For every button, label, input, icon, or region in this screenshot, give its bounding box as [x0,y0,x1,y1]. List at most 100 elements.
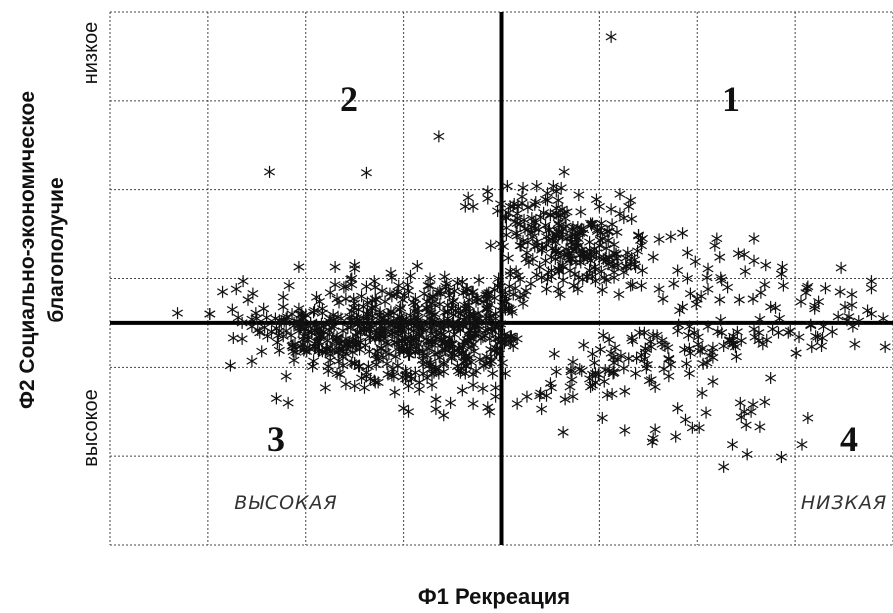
data-point [509,282,521,295]
data-point [309,304,321,317]
data-point [679,343,691,356]
data-point [280,370,292,383]
data-point [674,304,686,317]
data-point [647,251,659,264]
data-point [242,293,254,306]
data-point [722,281,734,294]
data-point [261,311,273,324]
quadrant-label-3: 3 [267,419,285,459]
data-point [680,357,692,370]
data-point [353,360,365,373]
data-point [385,305,397,318]
data-point [482,289,494,302]
data-point [584,264,596,277]
data-point [584,372,596,385]
data-point [392,313,404,326]
data-point [618,212,630,225]
data-point [482,401,494,414]
data-point [485,343,497,356]
data-point [438,356,450,369]
data-point [293,260,305,273]
quadrant-label-4: 4 [840,419,858,459]
data-point [747,292,759,305]
data-point [349,379,361,392]
data-point [595,265,607,278]
data-point [662,341,674,354]
data-point [398,345,410,358]
data-point [846,299,858,312]
data-point [416,354,428,367]
data-point [425,327,437,340]
data-point [362,360,374,373]
data-point [638,326,650,339]
data-point [658,363,670,376]
data-point [796,438,808,451]
data-point [448,294,460,307]
data-point [683,367,695,380]
data-point [550,244,562,257]
data-point [254,326,266,339]
data-point [754,420,766,433]
data-point [433,130,445,143]
data-point [504,265,516,278]
data-point [484,405,496,418]
data-point [401,368,413,381]
data-point [588,356,600,369]
data-point [487,367,499,380]
data-point [597,329,609,342]
data-point [594,234,606,247]
data-point [226,303,238,316]
data-point [714,293,726,306]
data-point [335,312,347,325]
data-point [620,252,632,265]
data-point [665,230,677,243]
data-point [819,282,831,295]
data-point [651,329,663,342]
data-point [645,373,657,386]
data-point [342,321,354,334]
data-point [404,269,416,282]
data-point [765,371,777,384]
data-point [298,312,310,325]
data-point [499,303,511,316]
data-point [330,333,342,346]
data-point [775,451,787,464]
data-point [608,366,620,379]
data-point [348,292,360,305]
data-point [615,349,627,362]
data-point [265,325,278,338]
data-point [714,251,726,264]
data-point [839,300,851,313]
data-point [308,306,320,319]
data-point [567,220,579,233]
data-point [693,421,705,434]
data-point [323,328,335,341]
data-point [665,358,677,371]
data-point [409,292,421,305]
data-point [590,193,602,206]
data-point [436,334,448,347]
data-point [608,238,620,251]
data-point [795,295,807,308]
data-point [531,180,543,193]
data-point [865,282,877,295]
data-point [246,355,258,368]
data-point [879,340,891,353]
data-point [718,460,730,473]
data-point [558,165,570,178]
data-point [285,329,297,342]
data-point [434,298,446,311]
data-point [358,324,370,337]
data-point [813,295,825,308]
data-point [834,285,846,298]
data-point [712,325,724,338]
data-point [324,286,336,299]
data-point [322,364,334,377]
data-point [711,232,723,245]
data-point [280,324,292,337]
data-point [603,333,615,346]
data-point [473,274,485,287]
data-point [411,260,423,273]
data-point [536,403,548,416]
data-point [591,223,603,236]
